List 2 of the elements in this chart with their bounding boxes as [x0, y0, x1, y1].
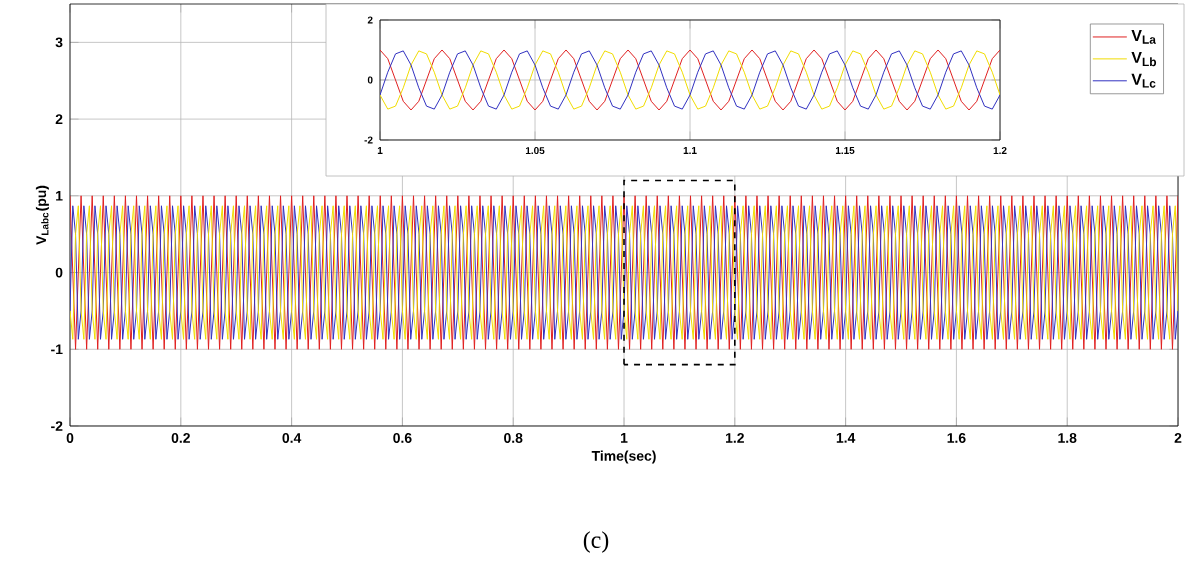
text: (c)	[583, 531, 609, 553]
line-series	[380, 49, 1001, 111]
